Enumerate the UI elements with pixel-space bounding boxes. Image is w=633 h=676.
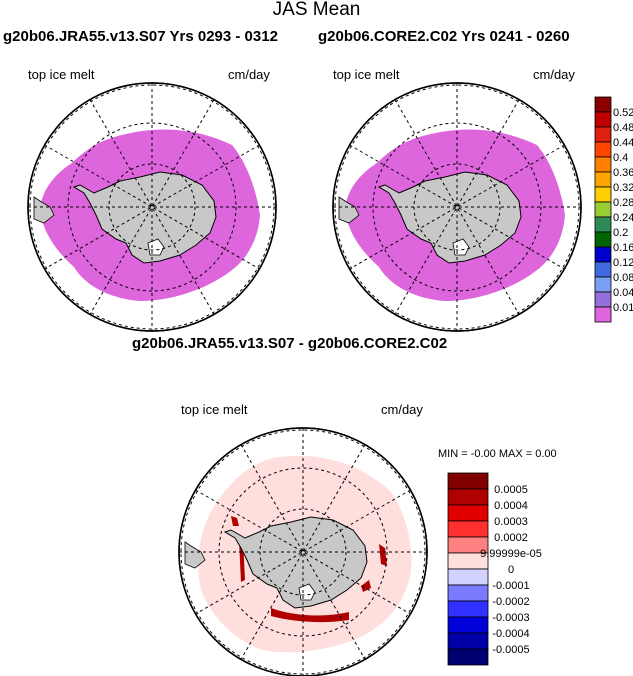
colorbar-top-tick-label: 0.24 (613, 212, 633, 224)
colorbar-top-swatch (594, 291, 612, 308)
colorbar-top-tick-label: 0.36 (613, 167, 633, 179)
colorbar-top-swatch (594, 111, 612, 128)
colorbar-top-swatch (594, 171, 612, 188)
colorbar-diff-swatch (447, 648, 489, 666)
colorbar-top-tick-label: 0.08 (613, 272, 633, 284)
colorbar-top-swatch (594, 306, 612, 323)
colorbar-diff-swatch (447, 520, 489, 538)
right-field-label: top ice melt (333, 67, 400, 82)
right-polar-map (332, 82, 582, 332)
colorbar-diff-swatch (447, 568, 489, 586)
colorbar-diff-tick-label: 0.0003 (494, 516, 528, 528)
diff-field-label: top ice melt (181, 402, 248, 417)
figure-title: JAS Mean (272, 0, 361, 20)
colorbar-diff-swatch (447, 472, 489, 490)
colorbar-diff-tick-label: -0.0001 (492, 580, 529, 592)
colorbar-diff-swatch (447, 600, 489, 618)
colorbar-diff-swatch (447, 584, 489, 602)
diff-polar-map (178, 427, 428, 676)
colorbar-diff-swatch (447, 504, 489, 522)
colorbar-top-swatch (594, 156, 612, 173)
colorbar-top-tick-label: 0.16 (613, 242, 633, 254)
left-units-label: cm/day (228, 67, 270, 82)
colorbar-top-swatch (594, 216, 612, 233)
diff-panel-title: g20b06.JRA55.v13.S07 - g20b06.CORE2.C02 (132, 335, 448, 352)
colorbar-top-swatch (594, 201, 612, 218)
left-panel-title: g20b06.JRA55.v13.S07 Yrs 0293 - 0312 (3, 28, 278, 45)
colorbar-diff-swatch (447, 616, 489, 634)
colorbar-top-swatch (594, 126, 612, 143)
colorbar-diff: 0.0005 0.0004 0.0003 0.0002 9.99999e-05 0 -0.0… (447, 472, 542, 666)
colorbar-top-swatch (594, 261, 612, 278)
right-units-label: cm/day (533, 67, 575, 82)
colorbar-top-tick-label: 0.32 (613, 182, 633, 194)
colorbar-diff-tick-label: 0.0002 (494, 532, 528, 544)
colorbar-diff-tick-label: -0.0003 (492, 612, 529, 624)
colorbar-top-tick-label: 0.2 (613, 227, 628, 239)
colorbar-top-tick-label: 0.4 (613, 152, 628, 164)
diff-minmax-label: MIN = -0.00 MAX = 0.00 (438, 448, 557, 460)
colorbar-diff-tick-label: -0.0002 (492, 596, 529, 608)
colorbar-top-swatch (594, 246, 612, 263)
colorbar-diff-tick-label: 0.0004 (494, 500, 528, 512)
colorbar-top-tick-label: 0.48 (613, 122, 633, 134)
colorbar-diff-tick-label: 0 (508, 564, 514, 576)
colorbar-diff-tick-label: -0.0004 (492, 628, 529, 640)
left-field-label: top ice melt (28, 67, 95, 82)
colorbar-top: 0.52 0.48 0.44 0.4 0.36 0.32 0.28 0.24 0.2 0.16 0.… (594, 96, 633, 323)
colorbar-diff-swatch (447, 632, 489, 650)
colorbar-top-tick-label: 0.01 (613, 302, 633, 314)
left-polar-map (27, 82, 277, 332)
colorbar-diff-tick-label: 9.99999e-05 (480, 548, 542, 560)
colorbar-top-tick-label: 0.52 (613, 107, 633, 119)
colorbar-top-swatch (594, 276, 612, 293)
colorbar-diff-tick-label: 0.0005 (494, 484, 528, 496)
diff-units-label: cm/day (381, 402, 423, 417)
colorbar-top-swatch (594, 141, 612, 158)
colorbar-top-tick-label: 0.04 (613, 287, 633, 299)
colorbar-diff-tick-label: -0.0005 (492, 644, 529, 656)
colorbar-top-swatch (594, 231, 612, 248)
colorbar-top-swatch (594, 96, 612, 113)
colorbar-top-tick-label: 0.44 (613, 137, 633, 149)
colorbar-diff-swatch (447, 488, 489, 506)
right-panel-title: g20b06.CORE2.C02 Yrs 0241 - 0260 (318, 28, 570, 45)
colorbar-top-swatch (594, 186, 612, 203)
colorbar-top-tick-label: 0.12 (613, 257, 633, 269)
colorbar-top-tick-label: 0.28 (613, 197, 633, 209)
